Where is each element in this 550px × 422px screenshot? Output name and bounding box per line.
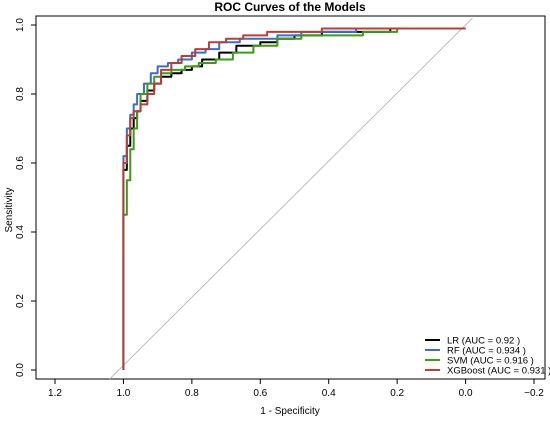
x-axis: 1.2 1.0 0.8 0.6 0.4 0.2 0.0 −0.2 [48,379,544,399]
legend-label-2: SVM (AUC = 0.916 ) [447,356,534,367]
series-line-2 [122,27,466,250]
legend-label-1: RF (AUC = 0.934 ) [447,346,526,357]
x-tick-label: 1.2 [48,388,62,399]
x-tick-label: 0.8 [185,388,199,399]
series-line-0 [122,27,466,370]
x-tick-label: −0.2 [524,388,544,399]
y-axis: 0.0 0.2 0.4 0.6 0.8 1.0 [15,18,36,377]
reference-diagonal-line [109,17,473,380]
series-layer [122,27,466,370]
x-axis-label: 1 - Specificity [260,406,319,417]
legend-label-3: XGBoost (AUC = 0.931 ) [447,366,550,377]
series-line-1 [122,27,466,370]
x-tick-label: 0.2 [390,388,404,399]
y-tick-label: 0.8 [15,87,26,101]
y-axis-label: Sensitivity [4,187,15,232]
plot-frame [35,15,546,380]
y-tick-label: 1.0 [15,18,26,32]
series-line-3 [122,27,466,370]
chart-title: ROC Curves of the Models [214,0,366,14]
legend: LR (AUC = 0.92 )RF (AUC = 0.934 )SVM (AU… [419,331,550,378]
x-tick-label: 0.4 [322,388,336,399]
legend-label-0: LR (AUC = 0.92 ) [447,336,520,347]
y-tick-label: 0.4 [15,225,26,239]
x-tick-label: 0.0 [459,388,473,399]
x-tick-label: 0.6 [253,388,267,399]
x-tick-label: 1.0 [116,388,130,399]
y-tick-label: 0.6 [15,156,26,170]
y-tick-label: 0.0 [15,363,26,377]
y-tick-label: 0.2 [15,294,26,308]
reference-layer [109,17,473,380]
